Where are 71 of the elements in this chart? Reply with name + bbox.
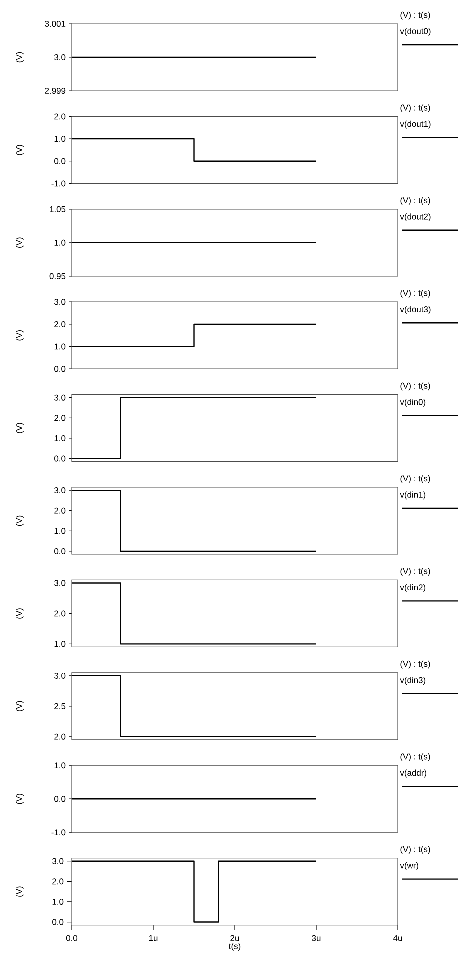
y-tick-label: 2.5 — [54, 703, 66, 710]
y-tick-label: 0.95 — [50, 273, 66, 280]
legend-title: (V) : t(s) — [400, 754, 430, 762]
legend-title: (V) : t(s) — [400, 846, 430, 854]
y-axis-title: (V) — [16, 145, 24, 156]
y-tick-label: 0.0 — [54, 366, 66, 372]
y-axis-title: (V) — [16, 701, 24, 712]
y-axis-title: (V) — [16, 238, 24, 248]
y-tick-label: 0.0 — [54, 456, 66, 462]
x-axis-title: t(s) — [229, 943, 241, 952]
y-tick-label: 2.0 — [54, 321, 66, 328]
y-tick-label: 2.0 — [54, 734, 66, 740]
y-tick-label: 2.0 — [54, 114, 66, 120]
y-axis-title: (V) — [16, 423, 24, 434]
y-tick-label: 3.0 — [54, 580, 66, 586]
y-tick-label: 3.0 — [54, 394, 66, 401]
text: v(din1) — [400, 492, 426, 500]
x-tick-label: 1u — [149, 935, 158, 942]
y-tick-label: 2.999 — [45, 88, 66, 94]
y-axis-title: (V) — [16, 608, 24, 619]
y-tick-label: 1.0 — [54, 240, 66, 246]
y-axis-title: (V) — [16, 794, 24, 804]
y-tick-label: 2.0 — [52, 878, 64, 885]
text: v(din3) — [400, 677, 426, 685]
y-tick-label: 3.0 — [54, 54, 66, 60]
y-tick-label: 3.0 — [52, 858, 64, 864]
y-tick-label: 0.0 — [52, 919, 64, 926]
legend-title: (V) : t(s) — [400, 568, 430, 576]
y-tick-label: 1.0 — [54, 136, 66, 142]
legend-title: (V) : t(s) — [400, 382, 430, 391]
text: v(dout0) — [400, 28, 431, 36]
text: v(dout1) — [400, 120, 431, 129]
legend-title: (V) : t(s) — [400, 660, 430, 669]
y-tick-label: 3.0 — [54, 488, 66, 494]
y-tick-label: 0.0 — [54, 796, 66, 802]
x-tick-label: 4u — [393, 935, 402, 942]
y-tick-label: 1.0 — [54, 641, 66, 648]
y-tick-label: -1.0 — [52, 830, 66, 836]
y-tick-label: 3.0 — [54, 299, 66, 306]
legend-title: (V) : t(s) — [400, 12, 430, 20]
legend-title: (V) : t(s) — [400, 197, 430, 206]
x-tick-label: 3u — [312, 935, 321, 942]
y-tick-label: 1.0 — [52, 898, 64, 905]
y-tick-label: -1.0 — [52, 180, 66, 187]
text: v(wr) — [400, 862, 418, 870]
legend-title: (V) : t(s) — [400, 104, 430, 112]
y-tick-label: 1.0 — [54, 344, 66, 350]
text: v(addr) — [400, 770, 426, 778]
y-tick-label: 0.0 — [54, 158, 66, 164]
y-axis-title: (V) — [16, 516, 24, 526]
y-tick-label: 1.05 — [50, 206, 66, 212]
y-axis-title: (V) — [16, 52, 24, 63]
y-tick-label: 1.0 — [54, 528, 66, 534]
legend-title: (V) : t(s) — [400, 290, 430, 298]
y-tick-label: 1.0 — [54, 762, 66, 769]
y-axis-title: (V) — [16, 886, 24, 897]
text: v(din0) — [400, 399, 426, 407]
y-tick-label: 2.0 — [54, 415, 66, 422]
y-tick-label: 1.0 — [54, 435, 66, 442]
y-tick-label: 2.0 — [54, 508, 66, 514]
y-axis-title: (V) — [16, 330, 24, 341]
y-tick-label: 2.0 — [54, 610, 66, 617]
legend-title: (V) : t(s) — [400, 475, 430, 484]
text: v(dout3) — [400, 306, 431, 314]
x-tick-label: 0.0 — [66, 935, 78, 942]
y-tick-label: 0.0 — [54, 548, 66, 554]
text: v(dout2) — [400, 214, 431, 222]
y-tick-label: 3.001 — [45, 21, 66, 27]
x-tick-label: 2u — [230, 935, 240, 942]
y-tick-label: 3.0 — [54, 672, 66, 679]
text: v(din2) — [400, 584, 426, 592]
